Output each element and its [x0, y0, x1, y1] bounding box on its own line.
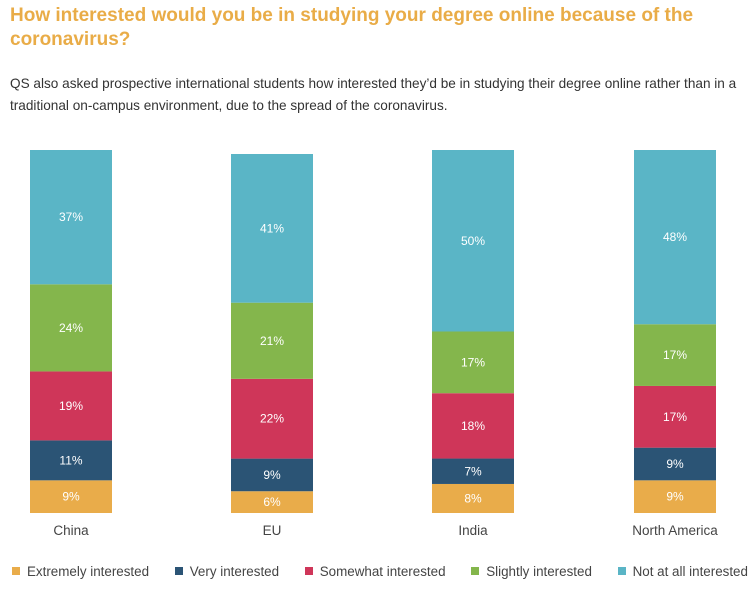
- category-label-north-america: North America: [632, 523, 718, 538]
- data-label-china-very-interested: 11%: [59, 453, 82, 467]
- legend-label: Not at all interested: [632, 563, 748, 579]
- data-label-india-very-interested: 7%: [464, 464, 482, 478]
- data-label-north-america-very-interested: 9%: [666, 457, 684, 471]
- legend-item-not-at-all-interested: Not at all interested: [617, 563, 748, 579]
- bar-china-very-interested: [30, 440, 112, 481]
- data-label-eu-very-interested: 9%: [263, 468, 281, 482]
- data-label-north-america-somewhat-interested: 17%: [663, 410, 687, 424]
- bar-india-very-interested: [432, 458, 514, 484]
- bar-eu-not-at-all-interested: [231, 154, 313, 303]
- bar-north-america-extremely-interested: [634, 480, 716, 513]
- bar-north-america-somewhat-interested: [634, 385, 716, 448]
- bar-eu-slightly-interested: [231, 302, 313, 379]
- data-label-north-america-not-at-all-interested: 48%: [663, 230, 687, 244]
- data-label-north-america-slightly-interested: 17%: [663, 348, 687, 362]
- legend-label: Slightly interested: [486, 563, 592, 579]
- bar-north-america-slightly-interested: [634, 324, 716, 386]
- data-label-china-slightly-interested: 24%: [59, 321, 83, 335]
- bar-china-extremely-interested: [30, 480, 112, 513]
- stacked-bar-chart: 9% 11% 19% 24% 37% China 6% 9% 22% 21% 41% EU 8% 7% 18…: [30, 150, 718, 538]
- legend-swatch: [304, 567, 313, 575]
- bar-north-america-not-at-all-interested: [634, 150, 716, 325]
- data-label-eu-extremely-interested: 6%: [263, 495, 281, 509]
- page-subtitle: QS also asked prospective international …: [10, 76, 737, 113]
- data-label-eu-somewhat-interested: 22%: [260, 412, 284, 426]
- data-label-north-america-extremely-interested: 9%: [666, 490, 684, 504]
- bar-india-not-at-all-interested: [432, 150, 514, 332]
- bar-eu-very-interested: [231, 458, 313, 492]
- bar-india-extremely-interested: [432, 483, 514, 513]
- bar-china-slightly-interested: [30, 284, 112, 372]
- legend-swatch: [174, 567, 183, 575]
- chart-legend: Extremely interested Very interested Somew…: [12, 560, 748, 582]
- legend-label: Somewhat interested: [319, 563, 446, 579]
- data-label-eu-slightly-interested: 21%: [260, 334, 284, 348]
- data-label-india-somewhat-interested: 18%: [461, 419, 485, 433]
- legend-item-extremely-interested: Extremely interested: [12, 564, 149, 579]
- legend-swatch: [12, 567, 20, 575]
- bar-india-somewhat-interested: [432, 393, 514, 459]
- legend-item-slightly-interested: Slightly interested: [471, 564, 592, 579]
- data-label-china-not-at-all-interested: 37%: [59, 210, 83, 224]
- bar-china-not-at-all-interested: [30, 150, 112, 285]
- bar-china-somewhat-interested: [30, 371, 112, 441]
- legend-label: Extremely interested: [27, 563, 150, 579]
- data-label-india-extremely-interested: 8%: [464, 491, 482, 505]
- category-label-china: China: [53, 523, 89, 538]
- legend-swatch: [617, 567, 626, 575]
- legend-item-somewhat-interested: Somewhat interested: [304, 563, 446, 579]
- legend-label: Very interested: [189, 563, 280, 579]
- bar-north-america-very-interested: [634, 447, 716, 481]
- page-title: How interested would you be in studying …: [10, 5, 694, 50]
- category-label-india: India: [458, 523, 488, 538]
- bar-india-slightly-interested: [432, 331, 514, 394]
- data-label-india-not-at-all-interested: 50%: [461, 234, 485, 248]
- legend-item-very-interested: Very interested: [174, 563, 280, 579]
- bar-eu-somewhat-interested: [231, 378, 313, 459]
- legend-swatch: [471, 567, 480, 575]
- category-label-eu: EU: [263, 523, 282, 538]
- data-label-eu-not-at-all-interested: 41%: [260, 221, 284, 235]
- data-label-india-slightly-interested: 17%: [461, 355, 485, 369]
- data-label-china-extremely-interested: 9%: [62, 490, 80, 504]
- data-label-china-somewhat-interested: 19%: [59, 399, 83, 413]
- bar-eu-extremely-interested: [231, 491, 313, 513]
